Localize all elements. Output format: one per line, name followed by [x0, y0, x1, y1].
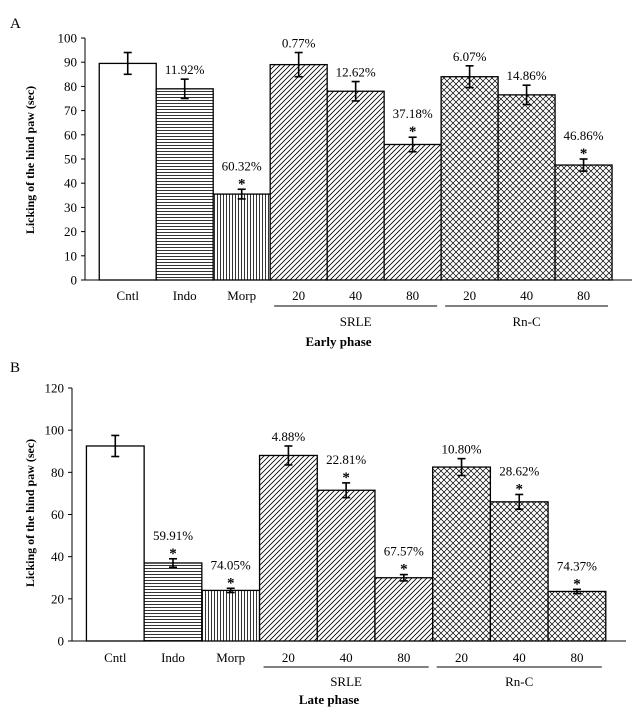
- panel-a-percent-label: 14.86%: [507, 68, 547, 83]
- panel-a-significance-mark: *: [409, 124, 417, 140]
- panel-b-percent-label: 10.80%: [441, 442, 481, 457]
- panel-a-y-tick-label: 90: [64, 55, 77, 70]
- panel-a-bar: [155, 88, 214, 281]
- panel-b-percent-label: 67.57%: [384, 544, 424, 559]
- panel-b-bar: [374, 577, 434, 642]
- panel-b-bar: [432, 466, 492, 642]
- panel-a-y-tick-label: 80: [64, 79, 77, 94]
- panel-a-group-label: SRLE: [340, 314, 372, 329]
- panel-a-category-label: Cntl: [117, 288, 140, 303]
- panel-b-category-label: 20: [455, 650, 468, 665]
- panel-a-percent-label: 37.18%: [393, 106, 433, 121]
- panel-a-significance-mark: *: [238, 176, 246, 192]
- panel-a-category-label: 40: [520, 288, 533, 303]
- panel-a-percent-label: 0.77%: [282, 36, 316, 51]
- chart-panel-b: B Licking of the hind paw (sec) 0 20 40 60 8…: [10, 360, 626, 707]
- panel-a-label: A: [10, 16, 21, 32]
- panel-a-category-label: 80: [406, 288, 419, 303]
- panel-a-bar: [326, 90, 385, 281]
- panel-a-y-tick-label: 30: [64, 200, 77, 215]
- panel-a-y-tick-label: 20: [64, 224, 77, 239]
- panel-b-category-label: Cntl: [104, 650, 127, 665]
- panel-b-percent-label: 22.81%: [326, 452, 366, 467]
- panel-b-category-label: 40: [340, 650, 353, 665]
- panel-b-percent-label: 74.05%: [211, 557, 251, 572]
- panel-b-x-axis-label: Late phase: [299, 692, 360, 707]
- panel-b-y-tick-label: 0: [58, 634, 65, 649]
- panel-b-significance-mark: *: [169, 546, 177, 562]
- panel-a-x-axis-label: Early phase: [305, 334, 371, 349]
- chart-panel-a: A Licking of the hind paw (sec) 0 10 20 30 4…: [10, 16, 632, 349]
- panel-a-percent-label: 46.86%: [564, 128, 604, 143]
- panel-b-percent-label: 4.88%: [272, 429, 306, 444]
- panel-a-bar: [554, 164, 613, 281]
- panel-a-category-label: 40: [349, 288, 362, 303]
- panel-a-category-label: Morp: [227, 288, 256, 303]
- panel-a-bar: [269, 63, 328, 281]
- panel-b-bar: [143, 562, 203, 642]
- panel-a-percent-label: 12.62%: [336, 65, 376, 80]
- panel-a-y-tick-label: 40: [64, 176, 77, 191]
- panel-b-significance-mark: *: [342, 470, 350, 486]
- panel-b-significance-mark: *: [515, 481, 523, 497]
- panel-b-plot: 0 20 40 60 80 100 120 Cntl * 59.91% Indo * 74.05% Mor…: [45, 381, 626, 689]
- panel-b-y-tick-label: 100: [45, 423, 65, 438]
- panel-b-bar: [489, 501, 549, 642]
- panel-a-y-axis-label: Licking of the hind paw (sec): [23, 86, 37, 234]
- panel-b-category-label: Morp: [216, 650, 245, 665]
- panel-a-bar: [383, 143, 442, 281]
- panel-a-group-label: Rn-C: [513, 314, 541, 329]
- panel-a-bar: [98, 62, 157, 281]
- panel-a-percent-label: 60.32%: [222, 158, 262, 173]
- panel-b-bar: [547, 590, 607, 642]
- panel-b-bar: [316, 489, 376, 642]
- panel-b-y-tick-label: 60: [51, 507, 64, 522]
- panel-b-category-label: 80: [570, 650, 583, 665]
- panel-b-category-label: 40: [513, 650, 526, 665]
- panel-b-bar: [201, 589, 261, 642]
- panel-b-significance-mark: *: [400, 562, 408, 578]
- panel-b-y-tick-label: 120: [45, 381, 65, 396]
- panel-a-category-label: Indo: [173, 288, 197, 303]
- panel-b-significance-mark: *: [227, 575, 235, 591]
- panel-b-bar: [85, 445, 145, 642]
- panel-b-group-label: Rn-C: [505, 674, 533, 689]
- panel-a-category-label: 20: [292, 288, 305, 303]
- panel-b-bar: [258, 454, 318, 642]
- panel-b-label: B: [10, 360, 20, 376]
- panel-b-category-label: Indo: [161, 650, 185, 665]
- panel-b-group-label: SRLE: [330, 674, 362, 689]
- panel-b-percent-label: 74.37%: [557, 558, 597, 573]
- panel-a-category-label: 80: [577, 288, 590, 303]
- panel-a-bar: [212, 193, 271, 281]
- panel-a-bar: [440, 76, 499, 281]
- panel-b-y-tick-label: 80: [51, 465, 64, 480]
- panel-a-y-tick-label: 50: [64, 152, 77, 167]
- panel-b-percent-label: 28.62%: [499, 463, 539, 478]
- panel-a-plot: 0 10 20 30 40 50 60 70 80 90 100 Cntl 11.92% Indo * 60.…: [58, 31, 632, 329]
- panel-a-y-tick-label: 70: [64, 103, 77, 118]
- panel-a-y-tick-label: 0: [71, 273, 78, 288]
- panel-b-significance-mark: *: [573, 576, 581, 592]
- panel-b-category-label: 20: [282, 650, 295, 665]
- panel-a-y-tick-label: 60: [64, 127, 77, 142]
- panel-a-percent-label: 6.07%: [453, 49, 487, 64]
- panel-a-category-label: 20: [463, 288, 476, 303]
- panel-a-percent-label: 11.92%: [165, 62, 205, 77]
- panel-a-y-tick-label: 10: [64, 248, 77, 263]
- panel-a-y-tick-label: 100: [58, 31, 78, 46]
- panel-b-y-tick-label: 20: [51, 591, 64, 606]
- panel-a-significance-mark: *: [580, 146, 588, 162]
- panel-b-percent-label: 59.91%: [153, 528, 193, 543]
- panel-a-bar: [497, 94, 556, 281]
- panel-b-y-tick-label: 40: [51, 549, 64, 564]
- panel-b-category-label: 80: [397, 650, 410, 665]
- panel-b-y-axis-label: Licking of the hind paw (sec): [23, 439, 37, 587]
